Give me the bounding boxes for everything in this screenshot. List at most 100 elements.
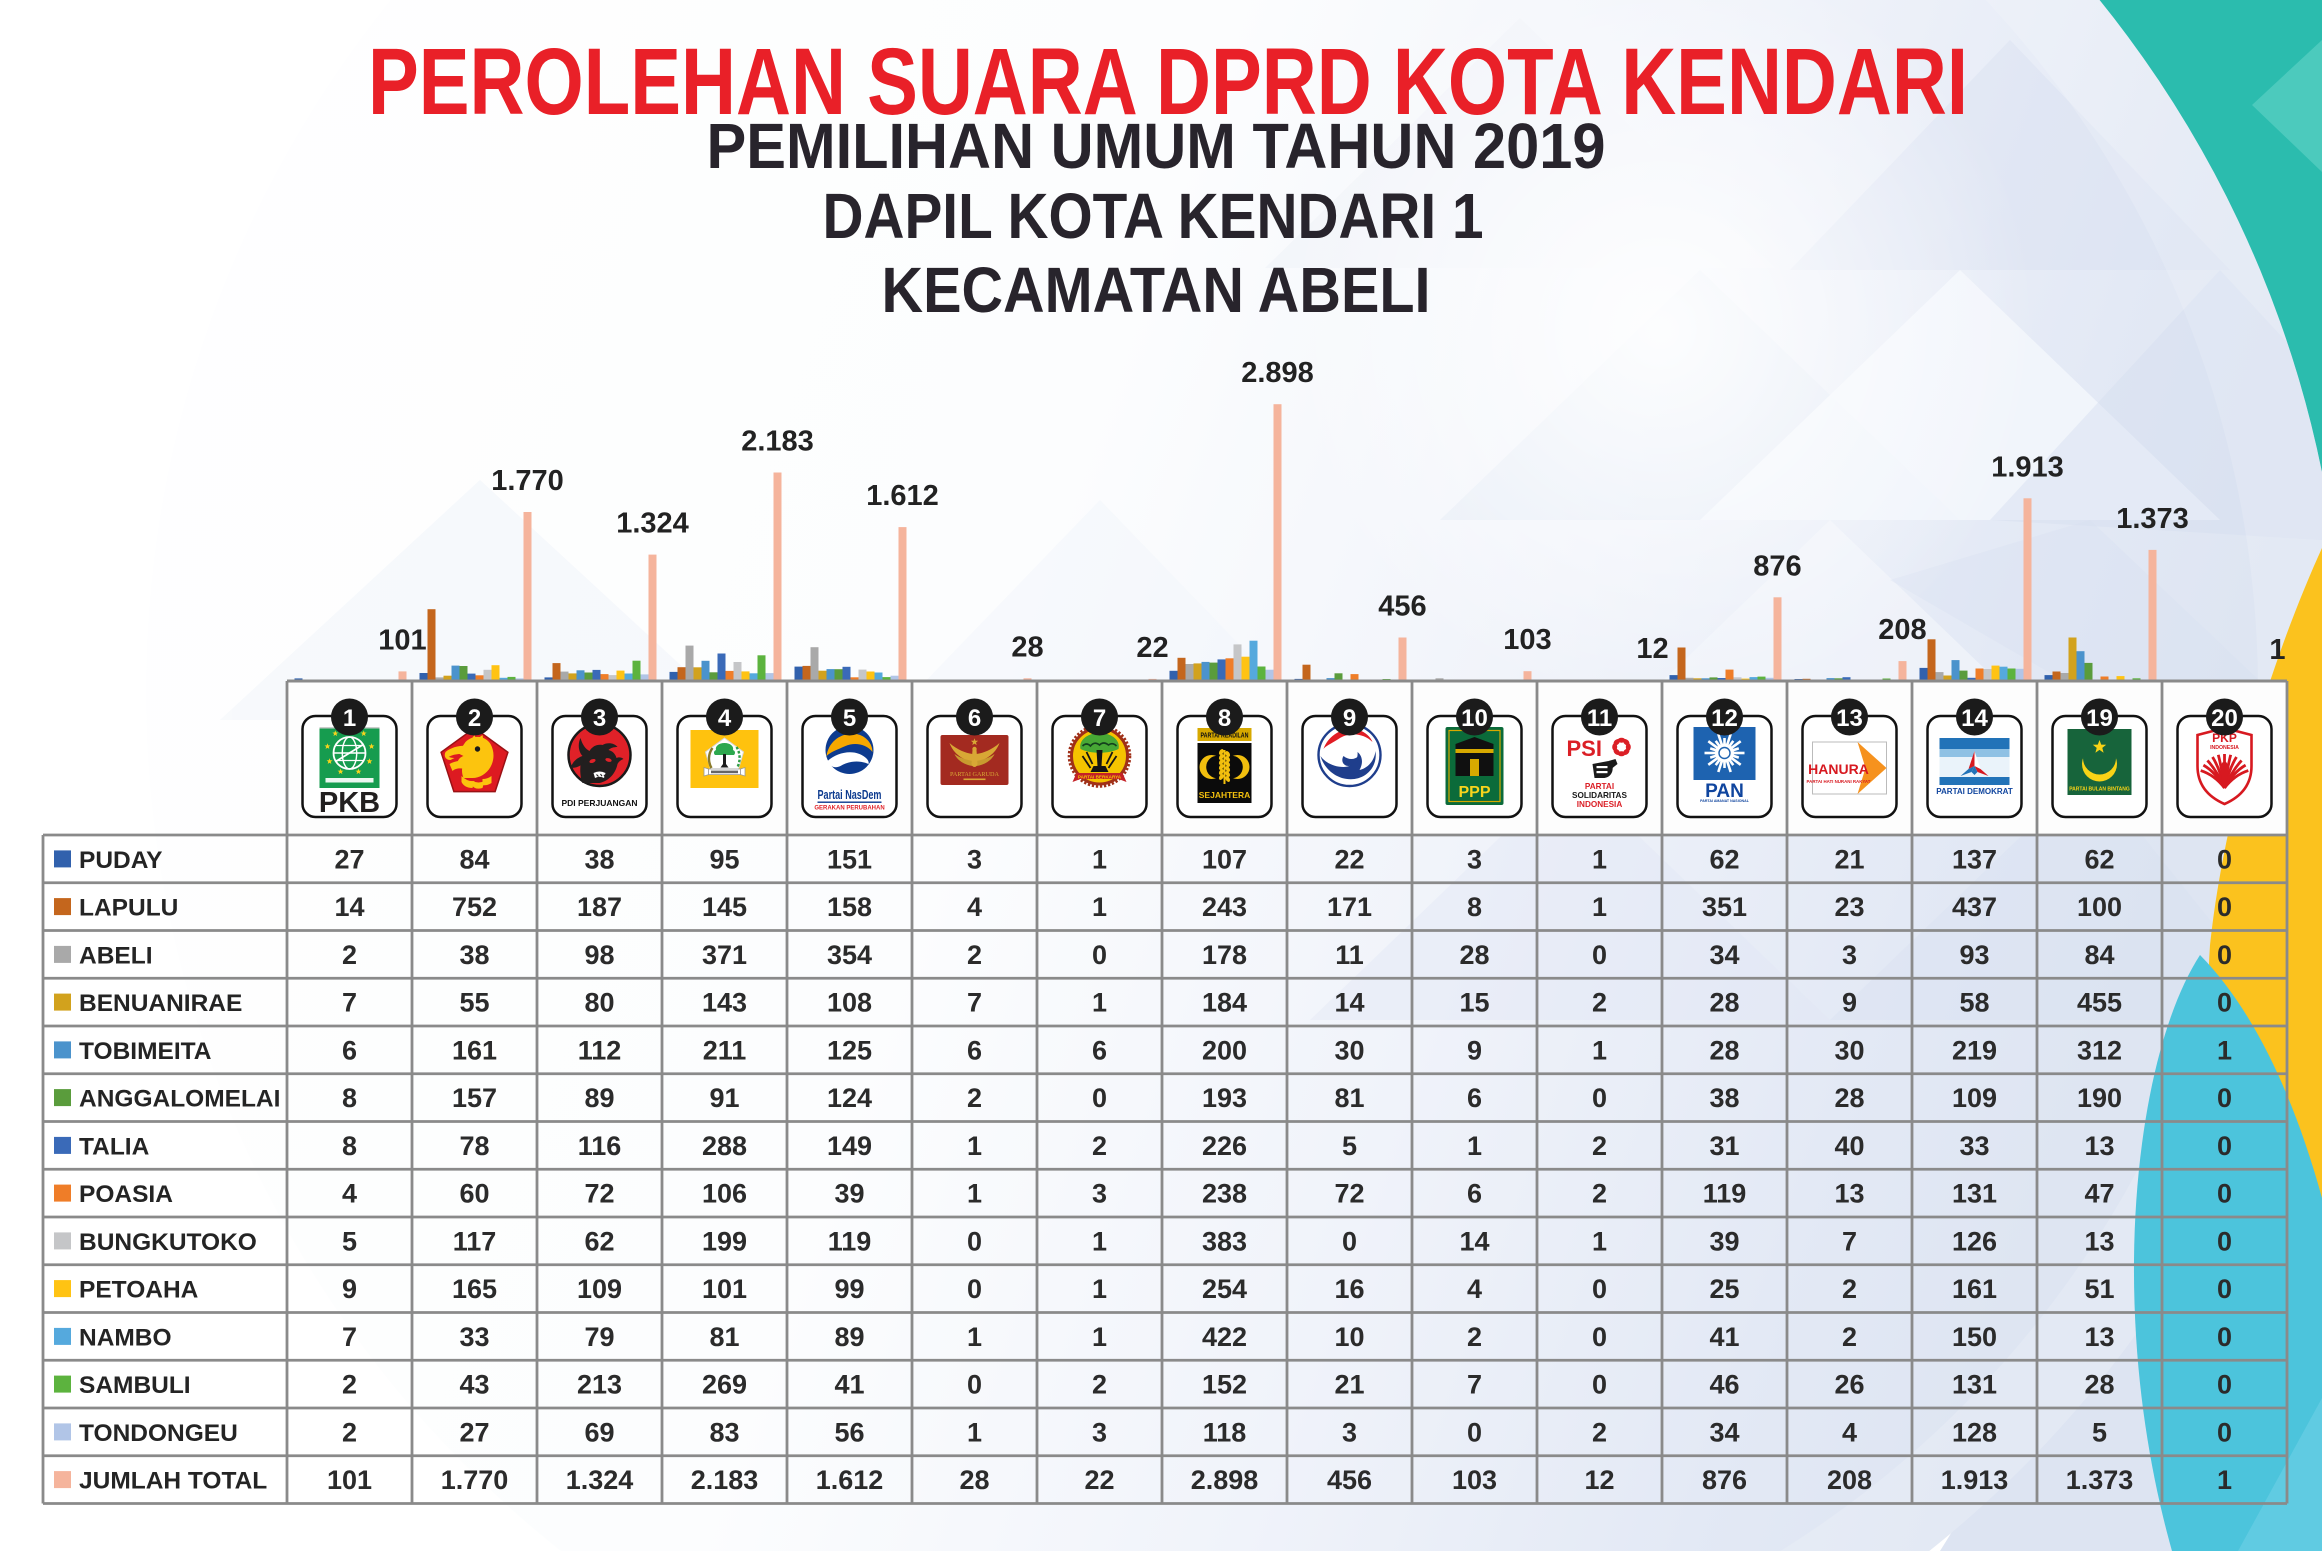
svg-text:JUMLAH TOTAL: JUMLAH TOTAL (79, 1468, 267, 1495)
svg-text:109: 109 (577, 1274, 622, 1304)
svg-text:213: 213 (577, 1370, 622, 1400)
svg-text:PARTAI BERKARYA: PARTAI BERKARYA (1078, 775, 1122, 780)
svg-text:95: 95 (709, 844, 739, 874)
svg-text:28: 28 (2084, 1370, 2114, 1400)
svg-text:TALIA: TALIA (79, 1133, 150, 1160)
svg-text:456: 456 (1327, 1465, 1372, 1495)
svg-text:23: 23 (1834, 892, 1864, 922)
svg-text:28: 28 (1709, 1035, 1739, 1065)
svg-text:2: 2 (342, 940, 357, 970)
svg-text:5: 5 (1342, 1131, 1357, 1161)
svg-text:5: 5 (2092, 1417, 2107, 1447)
svg-text:2: 2 (967, 940, 982, 970)
svg-text:131: 131 (1952, 1370, 1997, 1400)
svg-text:PUDAY: PUDAY (79, 847, 163, 874)
svg-text:4: 4 (1842, 1417, 1857, 1447)
svg-text:51: 51 (2084, 1274, 2114, 1304)
svg-text:161: 161 (1952, 1274, 1997, 1304)
svg-text:PAN: PAN (1705, 781, 1744, 802)
svg-text:19: 19 (2086, 705, 2113, 732)
svg-text:1.913: 1.913 (1991, 451, 2064, 483)
svg-text:14: 14 (1459, 1226, 1489, 1256)
svg-text:109: 109 (1952, 1083, 1997, 1113)
svg-text:0: 0 (2217, 940, 2232, 970)
svg-text:118: 118 (1203, 1417, 1247, 1447)
svg-text:117: 117 (453, 1226, 497, 1256)
svg-text:6: 6 (1467, 1179, 1482, 1209)
svg-text:38: 38 (1709, 1083, 1739, 1113)
svg-text:38: 38 (584, 844, 614, 874)
svg-text:354: 354 (827, 940, 872, 970)
svg-text:21: 21 (1834, 844, 1864, 874)
svg-text:4: 4 (967, 892, 982, 922)
svg-text:211: 211 (703, 1035, 747, 1065)
svg-text:38: 38 (459, 940, 489, 970)
svg-text:PARTAI AMANAT NASIONAL: PARTAI AMANAT NASIONAL (1700, 799, 1750, 803)
svg-text:1: 1 (967, 1417, 982, 1447)
svg-text:PARTAI DEMOKRAT: PARTAI DEMOKRAT (1936, 787, 2013, 796)
svg-text:ABELI: ABELI (79, 942, 153, 969)
svg-text:79: 79 (584, 1322, 614, 1352)
svg-text:351: 351 (1702, 892, 1747, 922)
svg-text:27: 27 (334, 844, 364, 874)
svg-text:3: 3 (967, 844, 982, 874)
svg-text:3: 3 (1467, 844, 1482, 874)
svg-text:ANGGALOMELAI: ANGGALOMELAI (79, 1086, 280, 1113)
svg-text:7: 7 (1842, 1226, 1857, 1256)
svg-text:6: 6 (342, 1035, 357, 1065)
svg-text:119: 119 (828, 1226, 872, 1256)
svg-text:89: 89 (834, 1322, 864, 1352)
svg-text:184: 184 (1202, 988, 1247, 1018)
svg-text:1: 1 (1092, 844, 1107, 874)
svg-text:752: 752 (452, 892, 497, 922)
svg-text:0: 0 (2217, 1226, 2232, 1256)
svg-text:2: 2 (1592, 1417, 1607, 1447)
svg-text:219: 219 (1952, 1035, 1997, 1065)
svg-text:PKP: PKP (2212, 731, 2237, 745)
svg-text:33: 33 (1959, 1131, 1989, 1161)
svg-text:7: 7 (967, 988, 982, 1018)
svg-text:4: 4 (342, 1179, 357, 1209)
svg-text:13: 13 (2084, 1226, 2114, 1256)
svg-text:TONDONGEU: TONDONGEU (79, 1420, 238, 1447)
svg-text:100: 100 (2077, 892, 2122, 922)
svg-text:0: 0 (1592, 940, 1607, 970)
svg-text:238: 238 (1202, 1179, 1247, 1209)
svg-text:22: 22 (1136, 632, 1168, 664)
svg-text:13: 13 (2084, 1131, 2114, 1161)
svg-text:30: 30 (1834, 1035, 1864, 1065)
svg-text:876: 876 (1753, 550, 1801, 582)
svg-text:41: 41 (834, 1370, 864, 1400)
svg-text:28: 28 (1834, 1083, 1864, 1113)
svg-text:0: 0 (967, 1226, 982, 1256)
svg-text:0: 0 (967, 1274, 982, 1304)
svg-text:BUNGKUTOKO: BUNGKUTOKO (79, 1229, 257, 1256)
svg-text:0: 0 (2217, 1083, 2232, 1113)
svg-text:0: 0 (2217, 1274, 2232, 1304)
svg-text:INDONESIA: INDONESIA (2210, 745, 2239, 751)
svg-text:193: 193 (1202, 1083, 1247, 1113)
svg-text:131: 131 (1952, 1179, 1997, 1209)
svg-text:1.770: 1.770 (441, 1465, 509, 1495)
svg-text:0: 0 (2217, 1370, 2232, 1400)
svg-text:28: 28 (1011, 631, 1043, 663)
svg-text:72: 72 (1334, 1179, 1364, 1209)
svg-text:2: 2 (342, 1417, 357, 1447)
svg-text:46: 46 (1709, 1370, 1739, 1400)
svg-text:124: 124 (827, 1083, 872, 1113)
svg-text:187: 187 (577, 892, 622, 922)
svg-text:31: 31 (1709, 1131, 1739, 1161)
svg-text:150: 150 (1952, 1322, 1997, 1352)
svg-text:3: 3 (1342, 1417, 1357, 1447)
svg-text:PEMILIHAN UMUM TAHUN 2019: PEMILIHAN UMUM TAHUN 2019 (707, 110, 1606, 182)
svg-text:6: 6 (968, 705, 981, 732)
svg-text:41: 41 (1709, 1322, 1739, 1352)
svg-text:PETOAHA: PETOAHA (79, 1277, 199, 1304)
svg-text:1.913: 1.913 (1941, 1465, 2009, 1495)
svg-text:1: 1 (2217, 1035, 2232, 1065)
svg-text:PARTAI BULAN BINTANG: PARTAI BULAN BINTANG (2069, 787, 2130, 793)
svg-text:2: 2 (1092, 1131, 1107, 1161)
svg-text:99: 99 (834, 1274, 864, 1304)
svg-text:1: 1 (1092, 1226, 1107, 1256)
svg-text:39: 39 (1709, 1226, 1739, 1256)
